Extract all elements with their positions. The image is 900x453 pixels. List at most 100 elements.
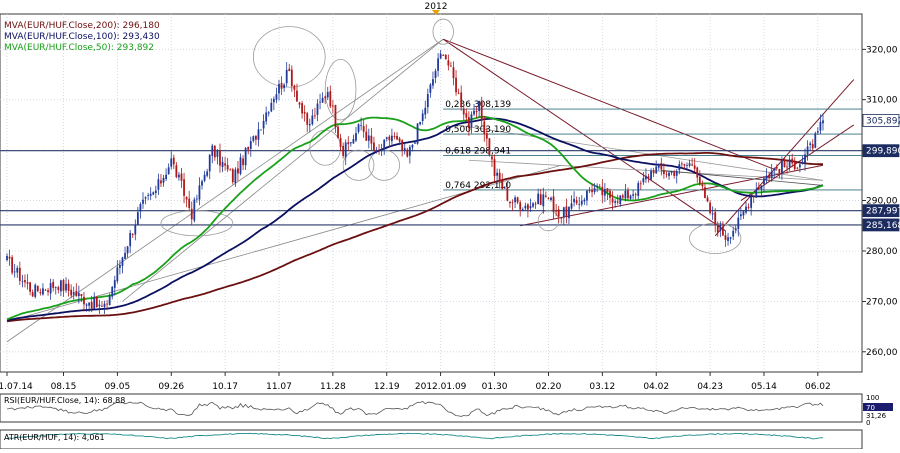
price-marker-box xyxy=(862,114,900,127)
price-marker-box xyxy=(862,218,900,232)
candle-body xyxy=(598,186,601,188)
candle-body xyxy=(485,133,488,139)
candle-body xyxy=(178,174,180,178)
candle-body xyxy=(398,138,401,142)
x-tick-label: 08.15 xyxy=(51,382,77,392)
candlestick xyxy=(170,151,173,170)
candle-body xyxy=(804,154,806,163)
candlestick xyxy=(185,196,188,208)
candlestick xyxy=(373,136,375,152)
candle-body xyxy=(275,94,278,100)
candlestick xyxy=(385,136,388,142)
candle-body xyxy=(734,228,737,231)
rsi-pane: RSI(EUR/HUF.Close, 14): 68,88 100 70 31,… xyxy=(4,394,893,427)
atr-pane: ATR(EUR/HUF, 14): 4,061 xyxy=(4,432,824,442)
candlestick xyxy=(483,116,486,142)
candle-body xyxy=(442,55,445,56)
candle-body xyxy=(578,204,581,205)
candle-body xyxy=(257,129,260,140)
candlestick xyxy=(691,157,694,167)
candlestick xyxy=(360,117,363,131)
candle-body xyxy=(391,135,393,142)
candlestick xyxy=(8,249,11,266)
candlestick xyxy=(216,149,219,165)
candle-body xyxy=(342,145,345,156)
candle-body xyxy=(701,184,704,187)
candle-body xyxy=(401,140,404,151)
candle-body xyxy=(70,289,73,296)
candle-body xyxy=(193,199,196,221)
candlestick xyxy=(814,131,817,149)
candle-body xyxy=(768,174,771,179)
candlestick xyxy=(157,173,160,195)
candle-body xyxy=(208,154,211,172)
rsi-line xyxy=(6,401,824,417)
candle-body xyxy=(113,280,116,288)
candle-body xyxy=(529,206,532,209)
candlestick xyxy=(195,194,198,203)
candlestick xyxy=(347,136,350,151)
candle-body xyxy=(729,237,732,239)
candlestick xyxy=(637,180,640,200)
candlestick xyxy=(208,154,211,180)
candlestick xyxy=(31,289,34,298)
candlestick xyxy=(775,164,778,170)
candlestick xyxy=(411,144,414,152)
candlestick xyxy=(134,219,137,241)
candle-body xyxy=(34,284,37,297)
candlestick xyxy=(555,203,558,217)
candle-body xyxy=(59,280,62,292)
candle-body xyxy=(629,195,632,199)
candlestick xyxy=(362,119,365,138)
candlestick xyxy=(442,54,445,56)
candlestick xyxy=(18,261,21,286)
candle-body xyxy=(383,139,386,150)
main-pane-frame xyxy=(0,13,863,373)
candle-body xyxy=(278,83,280,94)
candle-body xyxy=(26,282,29,284)
candlestick xyxy=(221,156,224,173)
candlestick xyxy=(121,256,124,274)
candlestick xyxy=(680,161,683,169)
moving-average-line xyxy=(6,115,824,321)
candlestick xyxy=(788,155,791,171)
candlestick xyxy=(609,188,611,205)
candle-body xyxy=(678,164,681,170)
candle-body xyxy=(39,292,42,294)
candle-body xyxy=(819,121,822,131)
rsi-scale-top: 100 xyxy=(866,394,879,402)
candlestick xyxy=(793,157,796,171)
candlestick xyxy=(706,195,709,203)
candlestick xyxy=(552,189,555,220)
candle-body xyxy=(262,120,265,129)
candle-body xyxy=(570,203,573,209)
candlestick xyxy=(434,68,437,84)
rsi-scale-70: 70 xyxy=(866,404,875,412)
candle-body xyxy=(93,297,96,309)
candle-body xyxy=(755,189,758,198)
candlestick xyxy=(339,133,342,151)
candle-body xyxy=(239,157,242,174)
candlestick xyxy=(786,159,788,174)
legend-item-ma200: MVA(EUR/HUF.Close,200): 296,180 xyxy=(4,21,160,31)
candle-body xyxy=(496,172,499,176)
candlestick xyxy=(611,191,614,211)
candlestick xyxy=(178,171,180,181)
candlestick xyxy=(701,180,704,191)
candlestick xyxy=(696,166,699,183)
candlestick xyxy=(98,299,101,314)
candle-body xyxy=(714,212,717,225)
candle-body xyxy=(283,84,286,89)
candlestick xyxy=(596,183,599,193)
candle-body xyxy=(611,198,614,203)
candlestick xyxy=(144,196,147,205)
candlestick xyxy=(560,217,563,224)
candle-body xyxy=(152,192,155,195)
candlestick xyxy=(167,163,170,175)
price-marker: 299,890 xyxy=(862,144,900,158)
candle-body xyxy=(411,144,414,148)
candle-body xyxy=(783,159,786,168)
candlestick xyxy=(252,135,255,143)
candlestick xyxy=(188,190,191,212)
candlestick xyxy=(242,155,244,170)
